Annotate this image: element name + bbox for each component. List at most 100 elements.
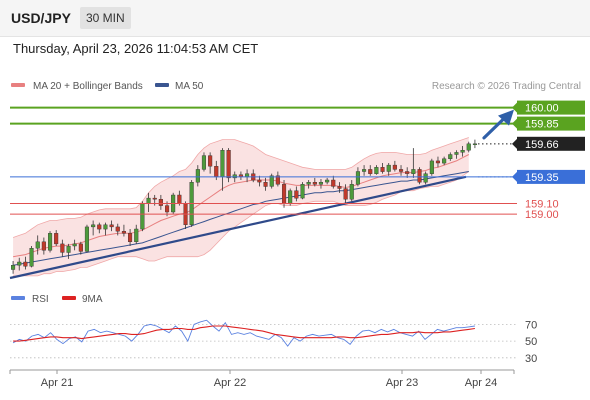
time-tick-label: Apr 21: [41, 377, 73, 389]
level-badge-support: [517, 169, 585, 184]
candle-body: [115, 226, 120, 232]
candle-body: [349, 184, 354, 200]
candle-body: [10, 265, 16, 270]
timeframe-button[interactable]: 30 MIN: [80, 7, 131, 29]
level-label: 159.00: [525, 209, 559, 221]
ma20-line: [13, 154, 470, 258]
candle-body: [109, 224, 114, 228]
candle-body: [448, 154, 453, 160]
candle-body: [91, 224, 96, 228]
time-axis: Apr 21 Apr 22 Apr 23 Apr 24: [9, 369, 515, 389]
candle-body: [103, 224, 108, 230]
candle-body: [454, 152, 459, 155]
candle-body: [429, 160, 434, 174]
candle-body: [164, 205, 170, 213]
candle-body: [127, 233, 133, 243]
candle-body: [275, 175, 280, 185]
trendline: [9, 175, 467, 280]
level-badge-target: [517, 116, 585, 131]
candle-body: [472, 143, 478, 146]
candle-body: [54, 233, 59, 245]
candle-body: [48, 233, 53, 251]
candle-body: [146, 197, 151, 204]
candle-body: [134, 228, 139, 243]
candle-body: [78, 243, 83, 252]
ma50-legend-label: MA 50: [175, 81, 204, 92]
time-tick-label: Apr 24: [465, 377, 497, 389]
bollinger-band: [13, 137, 469, 276]
rsi-tick-label: 50: [525, 336, 537, 348]
candle-body: [362, 169, 367, 172]
symbol-label: USD/JPY: [11, 10, 71, 26]
candle-body: [23, 261, 28, 267]
candle-body: [411, 169, 416, 174]
rsi-ma-legend-label: 9MA: [82, 294, 103, 305]
rsi-line: [12, 319, 475, 347]
candle-body: [208, 155, 213, 167]
level-badge-pointer: [512, 138, 517, 149]
candle-body: [257, 179, 262, 183]
candle-body: [140, 203, 145, 230]
candle-body: [368, 169, 373, 174]
candle-body: [405, 171, 410, 174]
rsi-ma-line: [13, 325, 475, 342]
candle-body: [214, 165, 219, 177]
candle-body: [343, 188, 348, 200]
bollinger-upper-line: [12, 137, 469, 238]
rsi-tick-label: 30: [525, 353, 537, 365]
level-label: 159.85: [525, 119, 559, 131]
candle-body: [306, 181, 311, 185]
candle-body: [423, 173, 428, 183]
candle-body: [374, 167, 379, 174]
rsi-tick-label: 70: [525, 319, 537, 331]
level-badge-target: [517, 100, 585, 115]
level-label: 159.35: [525, 172, 559, 184]
projection-arrow-head: [498, 109, 514, 126]
ma50-legend-swatch: [155, 83, 169, 87]
header-bar: USD/JPY 30 MIN: [0, 0, 590, 37]
level-label: 159.10: [525, 199, 559, 211]
candle-body: [282, 184, 287, 204]
level-label: 160.00: [525, 103, 559, 115]
candle-body: [232, 174, 237, 179]
level-badge-pointer: [512, 102, 517, 113]
candle-body: [392, 164, 397, 170]
candle-body: [417, 169, 422, 183]
candle-body: [177, 194, 182, 204]
candle-body: [84, 226, 89, 252]
candle-body: [331, 179, 336, 187]
candle-body: [263, 181, 268, 187]
candle-body: [442, 158, 447, 164]
candle-body: [29, 247, 34, 267]
candle-body: [435, 160, 441, 164]
level-badge-pointer: [512, 171, 517, 182]
candle-body: [466, 143, 471, 151]
time-tick-label: Apr 23: [386, 377, 418, 389]
level-badge-pointer: [512, 118, 517, 129]
level-label: 159.66: [525, 139, 559, 151]
candle-body: [337, 186, 342, 189]
candle-body: [380, 167, 385, 172]
timestamp: Thursday, April 23, 2026 11:04:53 AM CET: [13, 41, 259, 56]
rsi-layer: 70 50 30: [10, 319, 537, 365]
candle-body: [121, 230, 126, 234]
candle-body: [300, 184, 305, 199]
candle-body: [195, 169, 200, 183]
candle-body: [226, 149, 231, 179]
candle-body: [312, 181, 317, 185]
time-tick-label: Apr 22: [214, 377, 246, 389]
candle-body: [355, 171, 361, 185]
candle-body: [288, 190, 293, 204]
candle-body: [35, 241, 40, 249]
candle-body: [41, 241, 46, 251]
ma20-legend-label: MA 20 + Bollinger Bands: [33, 81, 143, 92]
candle-body: [318, 181, 324, 185]
ma20-legend-swatch: [11, 83, 25, 87]
candle-body: [66, 245, 71, 253]
credit-text: Research © 2026 Trading Central: [432, 81, 581, 92]
candle-body: [97, 224, 102, 230]
ma50-line: [13, 171, 469, 266]
candle-body: [399, 169, 404, 172]
candle-body: [386, 164, 391, 172]
